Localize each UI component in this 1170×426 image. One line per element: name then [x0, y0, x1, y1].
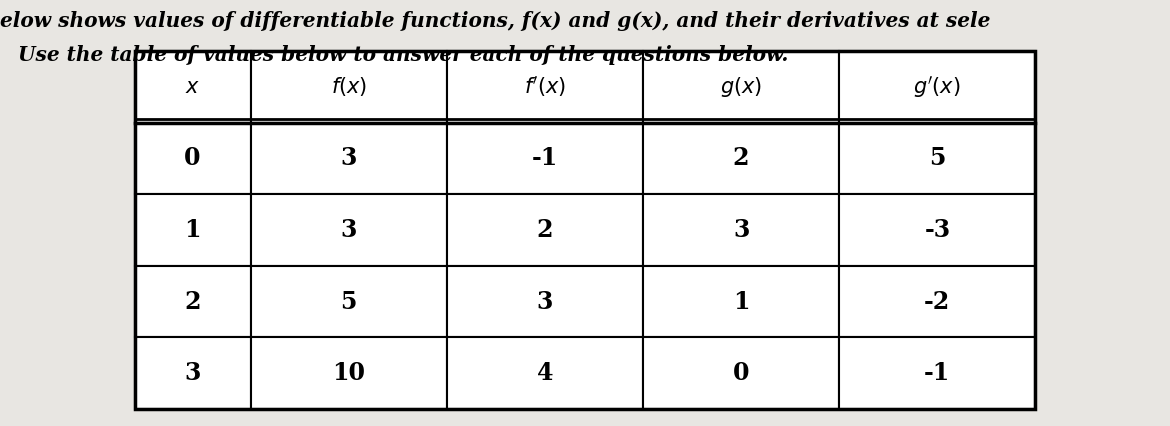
Text: elow shows values of differentiable functions, f(x) and g(x), and their derivati: elow shows values of differentiable func…	[0, 11, 990, 31]
Text: 2: 2	[185, 290, 201, 314]
Text: 10: 10	[332, 361, 365, 385]
Text: 3: 3	[537, 290, 553, 314]
Text: $f(x)$: $f(x)$	[330, 75, 366, 98]
Text: -1: -1	[924, 361, 950, 385]
Text: 0: 0	[732, 361, 749, 385]
Text: $x$: $x$	[185, 77, 200, 97]
Text: -2: -2	[924, 290, 950, 314]
Text: $g'(x)$: $g'(x)$	[914, 74, 962, 100]
Text: 5: 5	[929, 147, 945, 170]
Text: 3: 3	[732, 218, 749, 242]
Text: 1: 1	[732, 290, 749, 314]
Text: 0: 0	[185, 147, 201, 170]
Text: $f'(x)$: $f'(x)$	[524, 75, 566, 99]
Text: 4: 4	[537, 361, 553, 385]
Text: 3: 3	[185, 361, 201, 385]
Text: Use the table of values below to answer each of the questions below.: Use the table of values below to answer …	[18, 45, 787, 65]
Text: 3: 3	[340, 218, 357, 242]
Text: 5: 5	[340, 290, 357, 314]
Text: 2: 2	[537, 218, 553, 242]
Text: $g(x)$: $g(x)$	[720, 75, 762, 99]
Text: 1: 1	[185, 218, 201, 242]
Text: 2: 2	[732, 147, 749, 170]
Text: 3: 3	[340, 147, 357, 170]
Text: -1: -1	[531, 147, 558, 170]
Text: -3: -3	[924, 218, 950, 242]
